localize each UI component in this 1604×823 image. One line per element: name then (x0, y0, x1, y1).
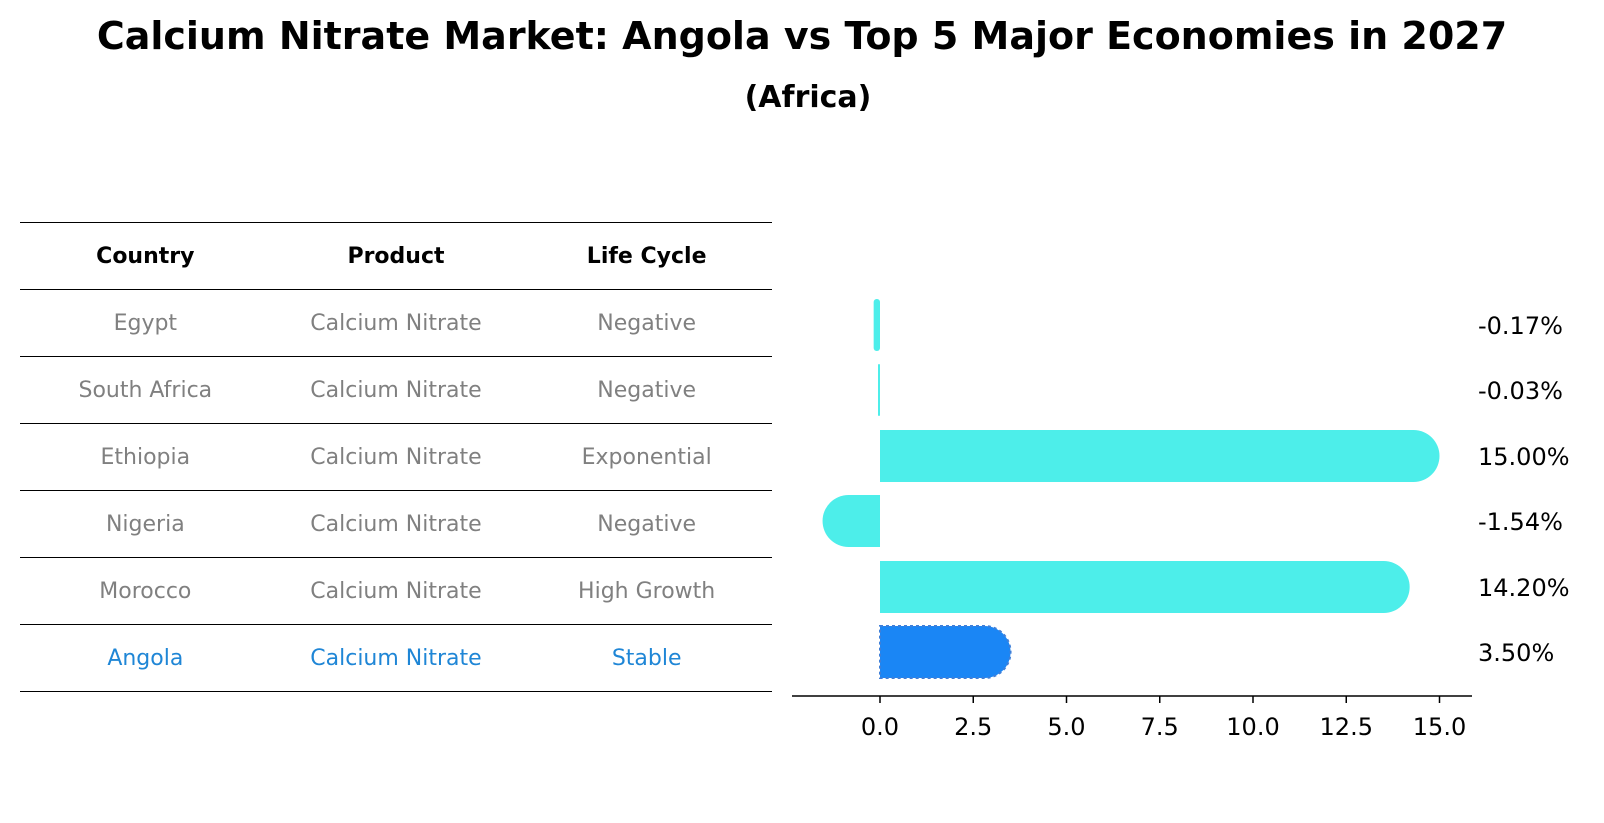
cell-country: Angola (20, 624, 271, 692)
value-label-ethiopia: 15.00% (1478, 443, 1570, 471)
table-header-row: Country Product Life Cycle (20, 222, 772, 290)
cell-country: Egypt (20, 289, 271, 357)
value-label-south-africa: -0.03% (1478, 377, 1563, 405)
cell-product: Calcium Nitrate (270, 423, 522, 491)
bar-ethiopia (880, 430, 1440, 482)
x-tick-label: 15.0 (1413, 713, 1466, 741)
cell-life-cycle: High Growth (521, 557, 772, 625)
bar-egypt (873, 299, 880, 351)
chart-title: Calcium Nitrate Market: Angola vs Top 5 … (96, 14, 1508, 58)
cell-country: Ethiopia (20, 423, 271, 491)
cell-country: South Africa (20, 356, 271, 424)
x-tick-label: 0.0 (861, 713, 899, 741)
cell-product: Calcium Nitrate (270, 356, 522, 424)
cell-life-cycle: Exponential (521, 423, 772, 491)
value-label-morocco: 14.20% (1478, 574, 1570, 602)
table-row: Egypt Calcium Nitrate Negative (20, 289, 772, 357)
cell-product: Calcium Nitrate (270, 490, 522, 558)
table-row: South Africa Calcium Nitrate Negative (20, 356, 772, 424)
cell-life-cycle: Stable (521, 624, 772, 692)
bar-morocco (880, 561, 1410, 613)
cell-life-cycle: Negative (521, 490, 772, 558)
bar-angola (879, 625, 1012, 679)
cell-country: Morocco (20, 557, 271, 625)
table-row: Nigeria Calcium Nitrate Negative (20, 490, 772, 558)
table-row-highlighted: Angola Calcium Nitrate Stable (20, 624, 772, 692)
header-life-cycle: Life Cycle (521, 222, 772, 290)
value-label-egypt: -0.17% (1478, 312, 1563, 340)
chart-subtitle: (Africa) (744, 80, 872, 115)
value-label-nigeria: -1.54% (1478, 508, 1563, 536)
x-tick-label: 10.0 (1226, 713, 1279, 741)
header-country: Country (20, 222, 271, 290)
x-tick-label: 12.5 (1320, 713, 1373, 741)
market-table: Country Product Life Cycle Egypt Calcium… (20, 222, 772, 692)
x-tick-label: 2.5 (954, 713, 992, 741)
bar-south-africa (878, 364, 880, 416)
x-tick-label: 5.0 (1047, 713, 1085, 741)
cell-product: Calcium Nitrate (270, 557, 522, 625)
table-row: Morocco Calcium Nitrate High Growth (20, 557, 772, 625)
cell-product: Calcium Nitrate (270, 289, 522, 357)
bar-nigeria (822, 495, 880, 547)
table-row: Ethiopia Calcium Nitrate Exponential (20, 423, 772, 491)
cell-life-cycle: Negative (521, 289, 772, 357)
cell-product: Calcium Nitrate (270, 624, 522, 692)
header-product: Product (270, 222, 522, 290)
x-tick-label: 7.5 (1141, 713, 1179, 741)
cell-country: Nigeria (20, 490, 271, 558)
value-label-angola: 3.50% (1478, 639, 1554, 667)
